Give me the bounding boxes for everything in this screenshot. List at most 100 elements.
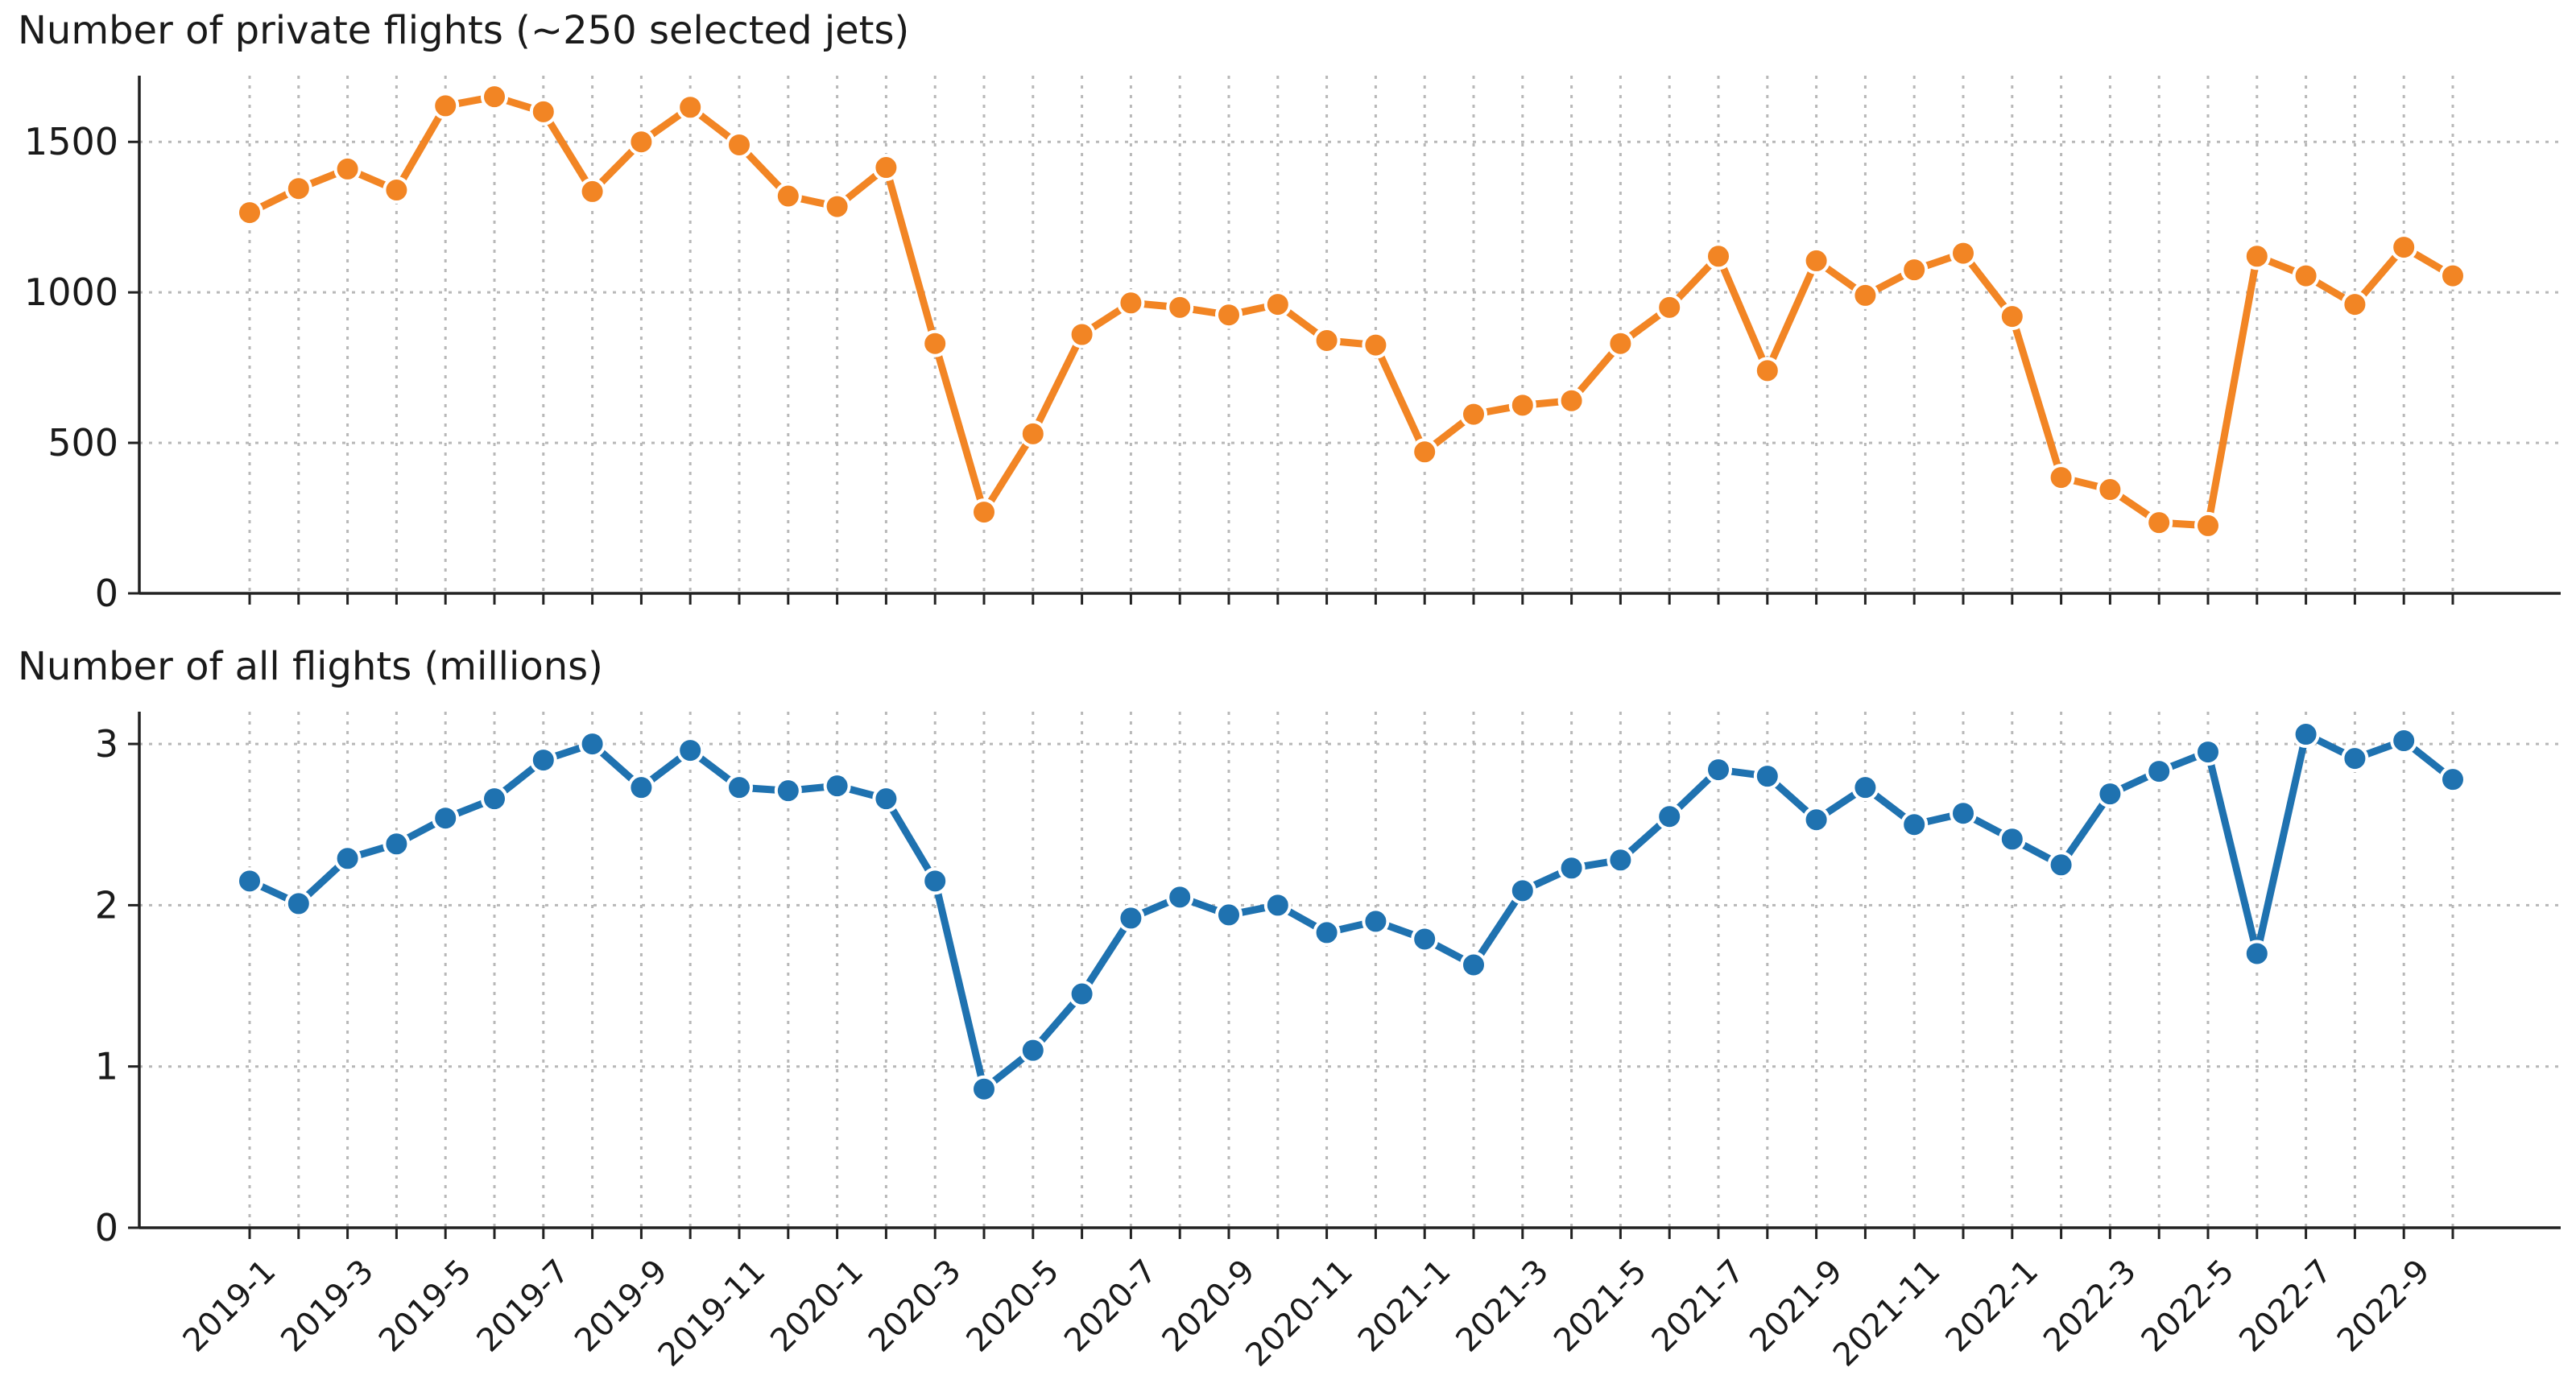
data-point [284, 890, 312, 918]
data-point [1117, 904, 1145, 932]
series-line [246, 93, 2457, 530]
data-point [1460, 951, 1487, 979]
data-point [921, 329, 949, 357]
data-point [726, 774, 753, 802]
data-point [529, 746, 557, 774]
data-point [333, 155, 362, 183]
data-point [1656, 803, 1684, 831]
data-point [333, 845, 362, 873]
x-tick-label: 2019-7 [470, 1253, 577, 1360]
data-point [1215, 901, 1243, 929]
data-point [481, 83, 508, 111]
data-point [823, 192, 851, 221]
x-tick-label: 2020-11 [1238, 1253, 1360, 1374]
data-point [2096, 476, 2124, 504]
data-point [2047, 464, 2075, 492]
data-point [1802, 806, 1830, 834]
x-tick-label: 2019-3 [274, 1253, 381, 1360]
data-point [1606, 329, 1635, 357]
data-point [1851, 281, 1879, 309]
data-point [1117, 289, 1145, 317]
y-tick-label: 1 [95, 1045, 118, 1088]
data-point [1215, 301, 1243, 329]
data-point [1411, 438, 1439, 466]
data-point [236, 199, 263, 227]
x-axis-tick-labels: 2019-12019-32019-52019-72019-92019-11202… [176, 1253, 2437, 1374]
bottom-chart-title: Number of all flights (millions) [18, 644, 603, 689]
y-tick-label: 0 [95, 1206, 118, 1249]
data-point [1508, 877, 1536, 905]
y-tick-label: 2 [95, 883, 118, 927]
y-tick-label: 0 [95, 572, 118, 615]
data-point [432, 92, 460, 120]
y-tick-label: 500 [48, 421, 118, 465]
data-point [382, 830, 411, 858]
data-point [1019, 1036, 1047, 1064]
data-point [2292, 262, 2320, 290]
data-point [1557, 386, 1586, 415]
data-point [970, 1075, 998, 1103]
data-point [774, 182, 802, 210]
data-point [1998, 825, 2026, 853]
data-point [1753, 762, 1781, 791]
data-point [774, 777, 802, 805]
data-point [578, 730, 606, 758]
data-point [1166, 883, 1194, 911]
y-tick-label: 1000 [24, 271, 118, 314]
data-point [970, 498, 998, 527]
x-tick-label: 2022-9 [2330, 1253, 2437, 1360]
data-point [823, 772, 851, 800]
data-point [1313, 919, 1341, 947]
data-point [1460, 400, 1487, 428]
x-tick-label: 2019-5 [372, 1253, 479, 1360]
private-flights-panel: 0 500 1000 1500 [24, 76, 2561, 615]
data-point [2292, 721, 2320, 749]
data-point [872, 154, 900, 182]
x-tick-label: 2021-1 [1351, 1253, 1458, 1360]
x-tick-label: 2021-7 [1645, 1253, 1752, 1360]
x-tick-label: 2019-1 [176, 1253, 283, 1360]
data-point [2194, 738, 2222, 766]
data-point [2145, 509, 2173, 537]
series-line [246, 730, 2457, 1093]
data-point [2439, 766, 2466, 794]
data-point [1313, 326, 1341, 354]
x-tick-label: 2022-3 [2036, 1253, 2144, 1360]
data-point [1166, 293, 1194, 321]
data-point [1998, 303, 2026, 331]
data-point [726, 130, 753, 159]
data-point [1950, 239, 1977, 267]
x-tick-label: 2020-1 [763, 1253, 870, 1360]
data-point [1263, 891, 1292, 919]
data-point [2439, 262, 2466, 290]
data-point [1068, 980, 1096, 1008]
data-point [872, 785, 900, 813]
x-tick-label: 2022-1 [1939, 1253, 2046, 1360]
data-point [676, 93, 705, 122]
data-point [284, 175, 312, 203]
data-point [1068, 320, 1096, 349]
data-point [1900, 811, 1929, 839]
data-point [1606, 846, 1635, 874]
x-tick-label: 2022-7 [2232, 1253, 2339, 1360]
data-point [627, 128, 655, 156]
top-chart-title: Number of private flights (~250 selected… [18, 8, 909, 53]
data-point [1705, 756, 1732, 784]
x-tick-label: 2021-11 [1826, 1253, 1948, 1374]
data-point [1411, 925, 1439, 953]
x-tick-label: 2020-3 [862, 1253, 969, 1360]
data-point [2390, 727, 2418, 755]
data-point [1019, 419, 1047, 448]
data-point [2194, 511, 2222, 539]
x-tick-label: 2019-11 [651, 1253, 773, 1374]
all-flights-panel: 0 1 2 3 [95, 712, 2561, 1249]
y-tick-label: 3 [95, 722, 118, 766]
x-tick-label: 2020-5 [960, 1253, 1067, 1360]
data-point [1362, 331, 1390, 359]
data-point [2145, 758, 2173, 786]
data-point [481, 785, 508, 813]
data-point [1802, 246, 1830, 275]
x-tick-label: 2020-7 [1057, 1253, 1164, 1360]
data-point [529, 97, 557, 126]
data-point [676, 737, 705, 765]
